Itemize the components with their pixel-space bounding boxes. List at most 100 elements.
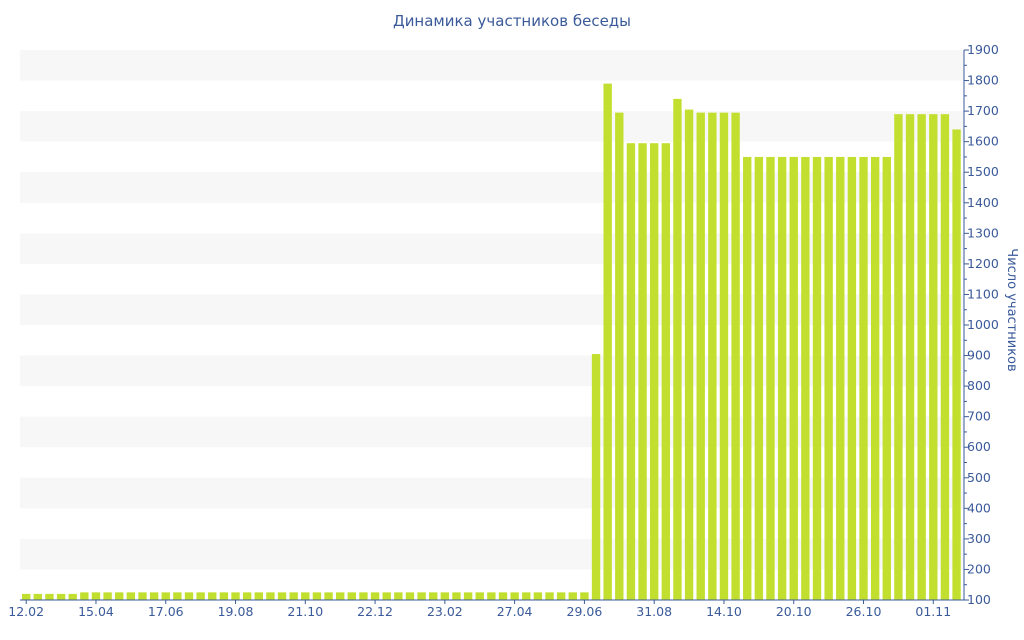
bar [324,592,333,600]
bar [33,593,43,600]
bar [115,592,124,600]
bar [231,592,240,600]
y-tick-label: 800 [967,378,991,393]
bar [45,593,54,600]
bar [568,592,577,600]
bar [882,156,891,600]
x-tick-label: 20.10 [776,604,812,619]
x-tick-label: 29.06 [567,604,603,619]
bar [68,593,77,600]
bar [452,592,461,600]
bar [929,114,938,601]
bar [952,129,961,600]
bar [405,592,415,600]
bar [161,592,170,600]
bar [56,593,66,600]
x-tick-label: 22.12 [357,604,393,619]
grid-band [20,111,964,142]
bar [777,156,787,600]
y-tick-label: 300 [967,531,991,546]
y-tick-label: 1900 [967,42,999,57]
bar [917,114,926,601]
bar [801,156,810,600]
bar [905,114,915,601]
bar [580,592,589,600]
y-tick-label: 200 [967,561,991,576]
bar [847,156,857,600]
x-tick-label: 14.10 [706,604,742,619]
y-tick-label: 700 [967,409,991,424]
grid-band [20,172,964,203]
y-tick-label: 1200 [967,256,999,271]
bar [824,156,833,600]
y-tick-label: 600 [967,439,991,454]
bar [336,592,345,600]
y-tick-label: 1600 [967,134,999,149]
bar [103,592,112,600]
y-tick-label: 1000 [967,317,999,332]
bar [173,592,182,600]
x-axis: 12.02 15.04 17.06 19.08 21.10 22.12 23.02 27.04… [8,599,964,619]
bar [254,592,263,600]
bar [789,156,798,600]
x-tick-label: 31.08 [636,604,672,619]
bar [312,592,322,600]
bar [242,592,252,600]
bar [80,592,89,600]
bar [196,592,205,600]
bar [184,592,194,600]
bar [91,592,101,600]
bar [894,114,903,601]
bar [696,112,705,600]
x-tick-label: 17.06 [148,604,184,619]
y-tick-label: 100 [967,592,991,607]
bar [533,592,543,600]
bar [289,592,298,600]
bar [510,592,519,600]
bar [556,592,566,600]
x-tick-label: 12.02 [8,604,44,619]
x-tick-label: 23.02 [427,604,463,619]
bar [475,592,484,600]
bar [754,156,764,600]
bar [731,112,740,600]
bar [615,112,624,600]
y-tick-label: 1800 [967,73,999,88]
bar [359,592,368,600]
bar [603,83,612,601]
chart-title: Динамика участников беседы [392,12,632,30]
y-tick-label: 400 [967,500,991,515]
bar [417,592,426,600]
y-tick-label: 1300 [967,225,999,240]
bar [277,592,287,600]
y-tick-label: 1400 [967,195,999,210]
grid-band [20,416,964,448]
bar [394,592,403,600]
bar-series [22,83,961,601]
bar [440,592,450,600]
bar [498,592,508,600]
grid-bands [20,50,964,570]
bar [626,143,636,600]
grid-band [20,294,964,325]
bar [812,156,822,600]
y-axis: 100 200 300 400 500 600 700 800 900 1000 1100 1200 1… [963,42,999,607]
bar [650,143,659,600]
bar [463,592,473,600]
bar [661,143,671,600]
y-tick-label: 900 [967,348,991,363]
y-tick-label: 1100 [967,286,999,301]
x-tick-label: 21.10 [287,604,323,619]
grid-band [20,233,964,264]
x-tick-label: 19.08 [218,604,254,619]
bar [301,592,310,600]
bar [208,592,217,600]
x-tick-label: 01.11 [915,604,951,619]
x-tick-label: 26.10 [846,604,882,619]
bar [719,112,729,600]
bar [638,143,647,600]
bar [591,354,601,600]
bar [859,156,868,600]
y-tick-label: 1700 [967,103,999,118]
